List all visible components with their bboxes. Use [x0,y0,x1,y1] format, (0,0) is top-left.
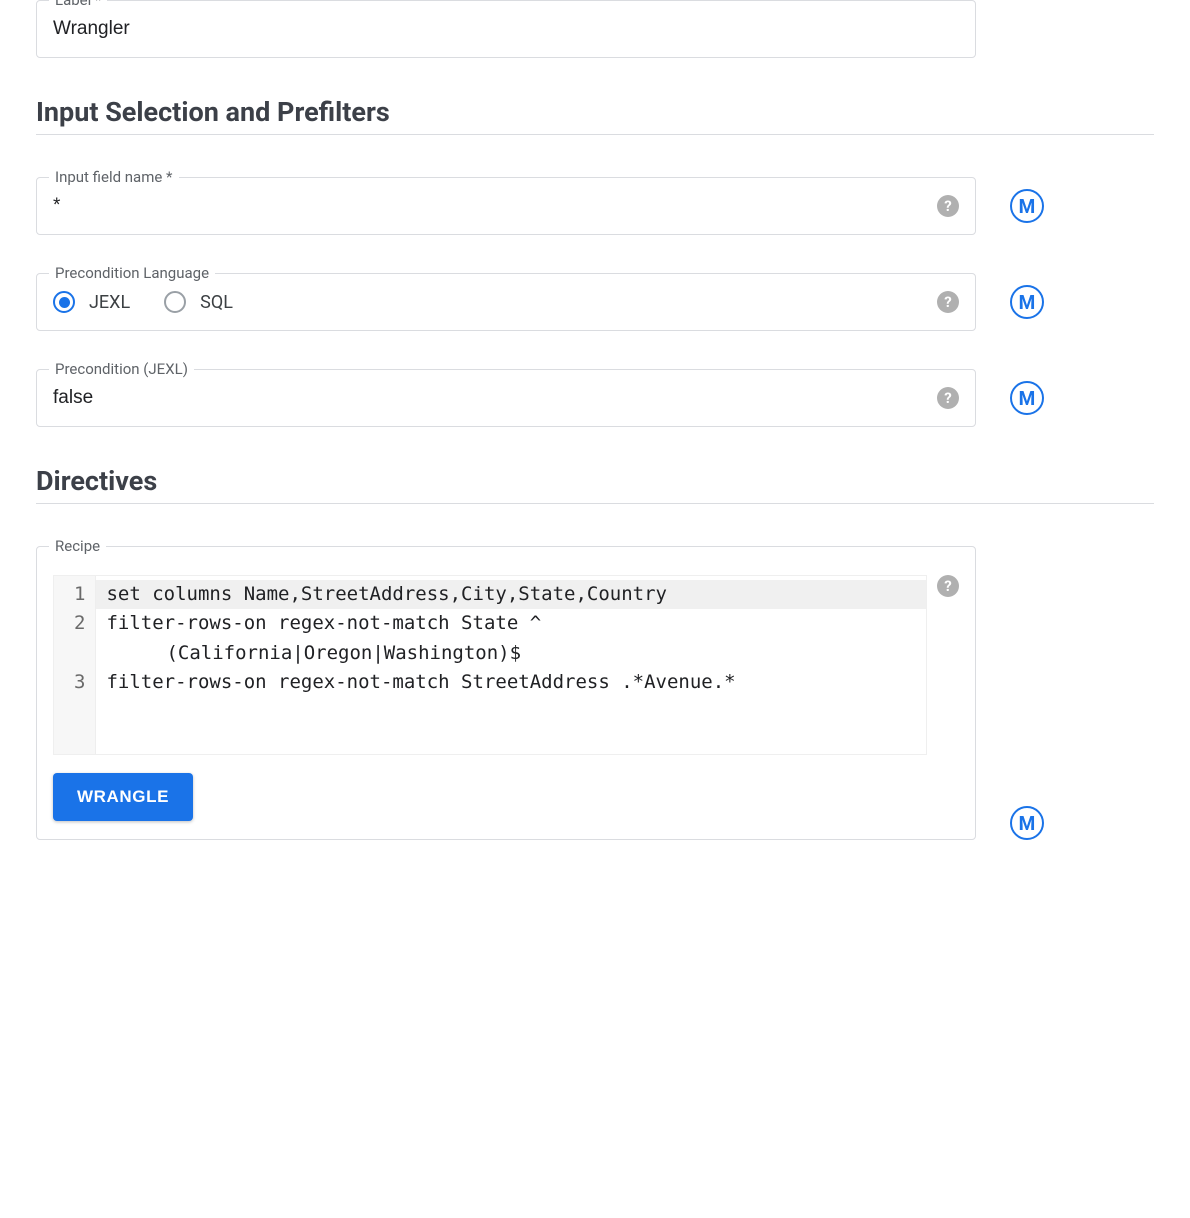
recipe-legend: Recipe [49,537,106,555]
divider [36,503,1154,504]
radio-jexl[interactable]: JEXL [53,291,130,313]
precondition-jexl-legend: Precondition (JEXL) [49,360,194,378]
divider [36,134,1154,135]
label-legend: Label * [49,0,107,9]
input-field-name-field: Input field name * ? [36,177,976,235]
label-input[interactable] [53,18,959,40]
wrangle-button[interactable]: WRANGLE [53,773,193,821]
help-icon[interactable]: ? [937,291,959,313]
macro-button[interactable]: M [1010,285,1044,319]
help-icon[interactable]: ? [937,387,959,409]
section-input-selection-title: Input Selection and Prefilters [36,96,1154,128]
input-field-name-input[interactable] [53,195,927,217]
radio-jexl-label: JEXL [89,292,130,313]
recipe-field: Recipe 12 3 set columns Name,StreetAddre… [36,546,976,840]
macro-button[interactable]: M [1010,806,1044,840]
macro-button[interactable]: M [1010,381,1044,415]
help-icon[interactable]: ? [937,575,959,597]
macro-button[interactable]: M [1010,189,1044,223]
code-content[interactable]: set columns Name,StreetAddress,City,Stat… [96,576,926,754]
precondition-jexl-field: Precondition (JEXL) ? [36,369,976,427]
radio-sql-label: SQL [200,292,233,313]
precondition-language-field: Precondition Language JEXL SQL ? [36,273,976,331]
code-gutter: 12 3 [54,576,96,754]
recipe-editor[interactable]: 12 3 set columns Name,StreetAddress,City… [53,575,927,755]
precondition-jexl-input[interactable] [53,387,927,409]
section-directives-title: Directives [36,465,1154,497]
precondition-language-legend: Precondition Language [49,264,215,282]
radio-sql[interactable]: SQL [164,291,233,313]
input-field-name-legend: Input field name * [49,168,179,186]
label-field: Label * [36,0,976,58]
help-icon[interactable]: ? [937,195,959,217]
